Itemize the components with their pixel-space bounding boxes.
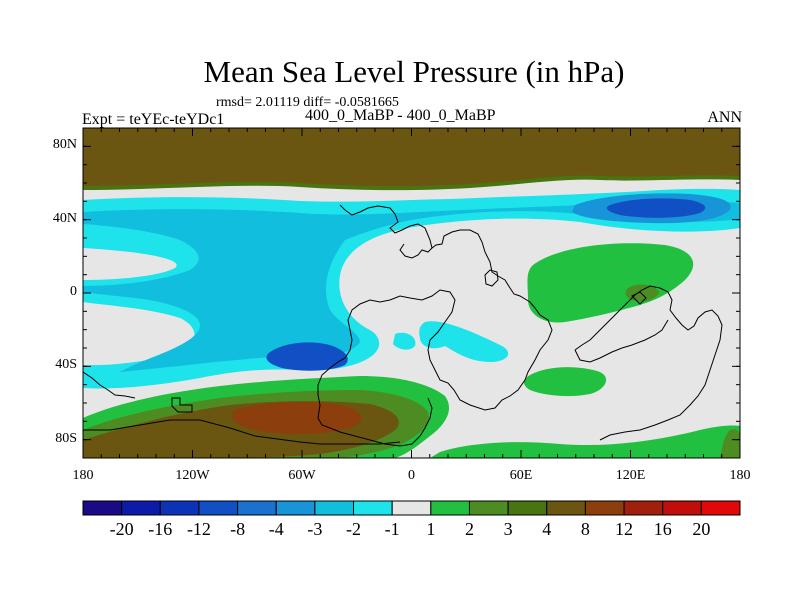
y-tick-label: 80N (52, 137, 77, 153)
colorbar-label: -20 (109, 519, 134, 539)
colorbar-label: -16 (148, 519, 173, 539)
map-fill (83, 128, 740, 458)
colorbar-box (391, 500, 432, 516)
colorbar-label: 20 (692, 519, 711, 539)
colorbar-box (546, 500, 586, 516)
x-tick-label: 60E (509, 468, 533, 483)
colorbar-label: 4 (542, 519, 552, 539)
coastlines (83, 204, 723, 447)
coastline-central-island-2 (631, 291, 647, 305)
southern-low-core (266, 342, 348, 371)
low-small-1 (393, 332, 416, 350)
x-tick-label: 120E (615, 468, 646, 483)
colorbar-label: -1 (384, 519, 400, 539)
colorbar (82, 500, 741, 516)
experiment-label: Expt = teYEc-teYDc1 (82, 111, 225, 128)
colorbar-label: -3 (307, 519, 323, 539)
colorbar-box (507, 500, 548, 516)
colorbar-label: 3 (503, 519, 513, 539)
x-tick-label: 180 (729, 468, 751, 483)
asian-high (527, 243, 694, 323)
x-tick-label: 120W (175, 468, 210, 483)
y-tick-label: 0 (70, 284, 77, 299)
axis-ticks (82, 127, 741, 459)
chart-title: Mean Sea Level Pressure (in hPa) (203, 54, 625, 89)
colorbar-box (468, 500, 509, 516)
north-high-edge (83, 175, 740, 191)
stats-text: rmsd= 2.01119 diff= -0.0581665 (216, 95, 399, 110)
colorbar-label: -8 (230, 519, 246, 539)
tropical-low-mid (83, 200, 740, 372)
colorbar-box (237, 500, 277, 516)
asian-high-core (625, 284, 660, 302)
coastline-east-continent (574, 285, 723, 441)
colorbar-box (159, 500, 200, 516)
southern-ocean-high-east-2 (720, 429, 740, 458)
colorbar-box (430, 500, 470, 516)
colorbar-box (121, 500, 161, 516)
colorbar-box (584, 500, 625, 516)
colorbar-box (275, 500, 316, 516)
southern-ocean-high-east (430, 425, 740, 458)
south-atlantic-low (419, 321, 509, 362)
x-tick-label: 0 (408, 468, 415, 483)
x-tick-label: 60W (288, 468, 316, 483)
y-tick-label: 80S (55, 430, 77, 446)
coastline-bay (399, 243, 433, 259)
colorbar-box (623, 500, 664, 516)
case-label: 400_0_MaBP - 400_0_MaBP (305, 107, 496, 124)
colorbar-label: 1 (426, 519, 436, 539)
colorbar-box (314, 500, 355, 516)
colorbar-box (198, 500, 239, 516)
coastline-west-island (83, 371, 136, 399)
season-label: ANN (707, 109, 742, 126)
colorbar-label: 2 (464, 519, 474, 539)
colorbar-box (700, 500, 741, 516)
colorbar-label: -4 (268, 519, 284, 539)
x-tick-label: 180 (72, 468, 94, 483)
y-tick-label: 40S (55, 357, 77, 373)
coastline-small-island (171, 397, 193, 413)
coastline-southern-continent (83, 419, 401, 445)
colorbar-label: 16 (653, 519, 672, 539)
y-tick-label: 40N (52, 210, 77, 226)
north-pacific-low-core (606, 198, 706, 218)
colorbar-box (82, 500, 123, 516)
coastline-east-interior (574, 319, 669, 363)
north-high-band (83, 128, 740, 189)
colorbar-label: 8 (580, 519, 590, 539)
colorbar-box (353, 500, 393, 516)
colorbar-box (662, 500, 702, 516)
colorbar-label: -12 (186, 519, 211, 539)
colorbar-label: 12 (615, 519, 634, 539)
southern-ocean-high-core (232, 402, 362, 434)
indian-ocean-high (524, 367, 607, 397)
colorbar-label: -2 (346, 519, 362, 539)
coastline-central-island (484, 269, 499, 287)
